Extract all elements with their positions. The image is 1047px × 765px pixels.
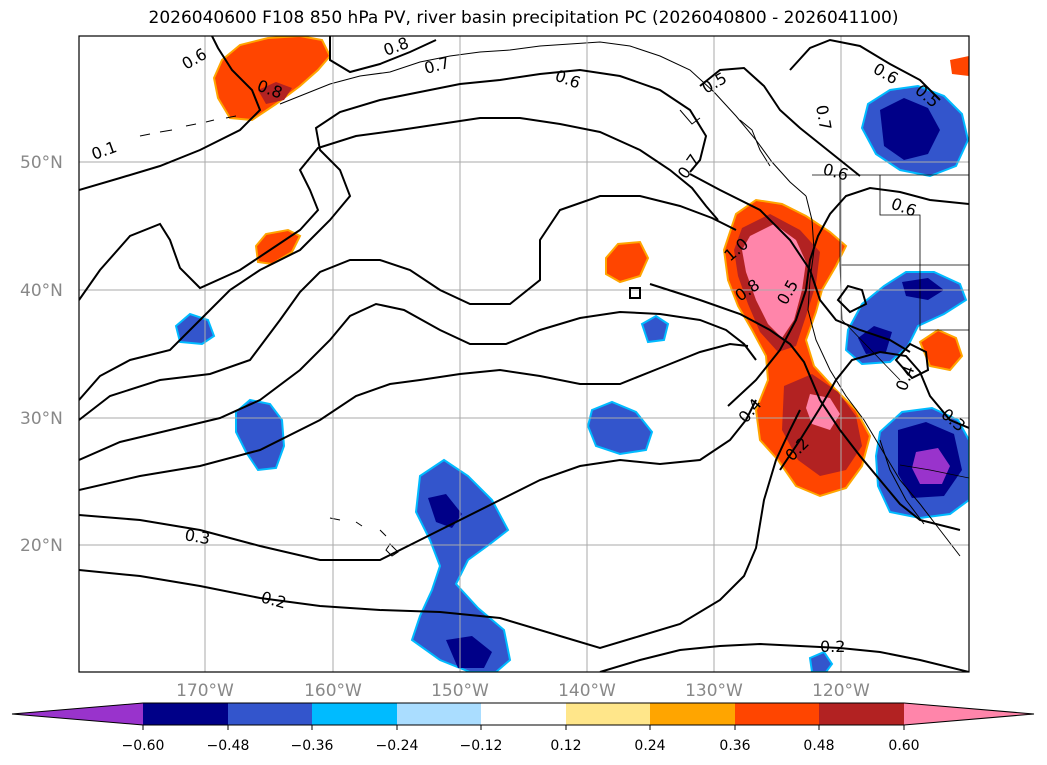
lon-label: 160°W — [304, 681, 362, 701]
coastline-bc-islands — [679, 109, 771, 167]
pv-contour — [689, 173, 911, 353]
colorbar-tick-label: 0.60 — [888, 738, 919, 754]
latitude-labels: 50°N 40°N 30°N 20°N — [20, 153, 63, 556]
pv-contour — [79, 399, 757, 561]
colorbar-bin — [650, 703, 735, 725]
coastline-islands — [139, 115, 237, 137]
colorbar: −0.60 −0.48 −0.36 −0.24 −0.12 0.12 0.24 … — [11, 702, 1035, 754]
coastline-baja — [879, 439, 925, 525]
colorbar-tick-label: 0.48 — [803, 738, 834, 754]
colorbar-bin — [819, 703, 904, 725]
coastline-hawaii — [329, 517, 399, 557]
colorbar-bin — [397, 703, 481, 725]
precip-patch-alaska-core — [258, 82, 292, 104]
coastlines — [139, 41, 961, 557]
colorbar-tick-label: 0.24 — [634, 738, 665, 754]
precip-patch-edge — [950, 56, 969, 76]
political-borders — [812, 174, 969, 479]
colorbar-extend-low — [12, 703, 143, 725]
pv-contour — [836, 284, 868, 314]
pv-contour — [894, 342, 930, 380]
coastline-west-us — [805, 195, 961, 557]
colorbar-bin — [566, 703, 650, 725]
precip-patch-westcoast-pink — [742, 224, 806, 338]
lon-label: 170°W — [176, 681, 234, 701]
precip-patch-hawaii-core2 — [446, 636, 492, 668]
pv-contour — [329, 36, 437, 74]
contour-label: 0.2 — [820, 637, 845, 656]
lat-label: 50°N — [20, 153, 63, 173]
colorbar-bin — [312, 703, 397, 725]
pv-contour — [779, 350, 969, 471]
colorbar-tick-label: 0.36 — [719, 738, 750, 754]
colorbar-tick-label: −0.12 — [460, 738, 503, 754]
border-us-mexico — [899, 464, 969, 479]
border-states — [839, 175, 969, 381]
precip-patch-135w — [640, 314, 670, 344]
lon-label: 140°W — [558, 681, 616, 701]
pv-contour — [79, 409, 801, 650]
pv-contour — [79, 342, 749, 491]
longitude-labels: 170°W 160°W 150°W 140°W 130°W 120°W — [176, 681, 870, 701]
precip-patch-bottom — [808, 650, 834, 672]
colorbar-tick-label: −0.24 — [376, 738, 419, 754]
pv-contour — [79, 36, 262, 191]
pv-contour — [599, 642, 969, 672]
pv-contour — [79, 302, 757, 461]
precip-patch-138w — [605, 240, 650, 284]
precip-shading — [174, 36, 969, 672]
pv-contour — [789, 38, 941, 101]
precip-patch-hawaii-core — [428, 494, 462, 528]
pv-contour — [727, 186, 969, 407]
colorbar-tick-label: −0.48 — [207, 738, 250, 754]
map-title: 2026040600 F108 850 hPa PV, river basin … — [148, 8, 899, 28]
colorbar-tick-label: −0.36 — [291, 738, 334, 754]
precip-patch-139w — [586, 400, 654, 456]
pv-contour — [699, 66, 861, 177]
map-frame — [78, 35, 970, 673]
coastline-alaska — [279, 41, 807, 197]
colorbar-tick-label: −0.60 — [122, 738, 165, 754]
pv-contours — [79, 36, 969, 672]
colorbar-extend-high — [904, 703, 1034, 725]
colorbar-bin — [481, 703, 566, 725]
colorbar-tick-label: 0.12 — [550, 738, 581, 754]
lon-label: 150°W — [431, 681, 489, 701]
pv-contour — [649, 283, 961, 531]
pv-contour — [79, 68, 708, 401]
pv-contour — [79, 195, 737, 421]
colorbar-bin — [228, 703, 312, 725]
colorbar-bin — [143, 703, 228, 725]
lat-label: 20°N — [20, 536, 63, 556]
contour-label: 0.7 — [812, 103, 835, 131]
precip-patch-canada-core — [880, 98, 940, 160]
colorbar-tick-labels: −0.60 −0.48 −0.36 −0.24 −0.12 0.12 0.24 … — [122, 738, 920, 754]
colorbar-bin — [735, 703, 819, 725]
lat-label: 30°N — [20, 409, 63, 429]
lat-label: 40°N — [20, 281, 63, 301]
contour-label: 0.8 — [381, 33, 411, 60]
precip-patch-rockies-core2 — [902, 278, 944, 300]
lon-label: 120°W — [812, 681, 870, 701]
pv-contour — [629, 287, 641, 299]
lon-label: 130°W — [685, 681, 743, 701]
contour-label: 0.3 — [183, 525, 211, 548]
precip-patch-alaska — [212, 36, 332, 122]
pv-contour — [79, 117, 719, 301]
map-plot-area — [79, 36, 969, 672]
colorbar-ticks — [142, 725, 905, 730]
gridlines — [79, 36, 969, 672]
precip-patch-westcoast-pink2 — [806, 394, 840, 430]
precip-patch-sw-purple — [912, 448, 950, 484]
